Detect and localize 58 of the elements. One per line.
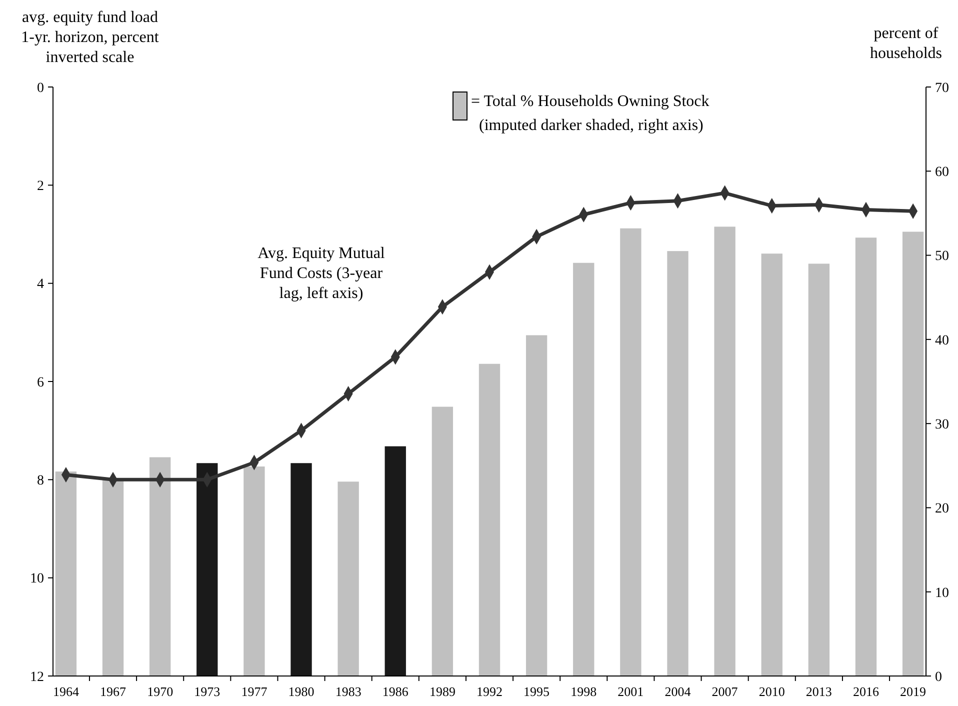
y2-tick-label: 40 [935,333,949,348]
y-tick-label: 8 [37,474,44,489]
bar [620,228,642,676]
y2-tick-label: 50 [935,249,949,264]
bar [761,254,782,676]
y2-tick-label: 20 [935,502,949,517]
y-tick-label: 6 [37,375,44,390]
x-tick-label: 2004 [664,684,692,699]
text: Avg. Equity Mutual Fund Costs (3-year lag, left axis) [258,244,386,302]
y2-tick-label: 10 [935,586,949,601]
bar [902,232,924,676]
x-tick-label: 1989 [429,684,456,699]
x-tick-label: 1977 [241,684,268,699]
bar [478,364,500,676]
x-tick-label: 1967 [100,684,127,699]
y2-tick-label: 70 [935,80,949,96]
bar [573,262,594,676]
x-tick-label: 2001 [618,684,644,699]
y2-axis-title: percent of households [870,25,942,62]
x-tick-label: 1986 [382,684,409,699]
x-tick-label: 2016 [852,684,880,699]
y-tick-label: 2 [37,179,44,194]
bar [149,457,171,676]
y-axis-title: avg. equity fund load 1-yr. horizon, percent inverted scale [21,9,160,66]
y-tick-label: 0 [37,80,44,96]
bar [526,335,548,676]
bar [808,264,830,676]
x-tick-label: 1970 [147,684,174,699]
bar [196,463,218,676]
x-tick-label: 1973 [194,684,220,699]
y2-tick-label: 30 [935,417,949,432]
annotation: (imputed darker shaded, right axis) [479,117,704,134]
bar [244,466,265,676]
legend-label: = Total % Households Owning Stock [471,93,710,110]
bar [338,482,359,676]
x-tick-label: 2013 [806,684,832,699]
bar [384,446,406,676]
y-tick-label: 4 [37,277,44,292]
y-tick-label: 12 [30,670,44,685]
x-tick-label: 1980 [288,684,314,699]
y2-tick-label: 0 [935,670,942,685]
bar [290,463,312,676]
bar [855,238,877,676]
x-tick-label: 2007 [712,684,738,699]
x-tick-label: 2019 [900,684,926,699]
bar [667,251,688,676]
y-tick-label: 10 [30,572,44,587]
x-tick-label: 2010 [758,684,785,699]
bar [102,480,124,676]
x-tick-label: 1964 [52,684,80,699]
bar [714,226,736,676]
x-tick-label: 1992 [476,684,502,699]
y2-tick-label: 60 [935,165,949,180]
x-tick-label: 1998 [570,684,597,699]
bar [55,472,77,676]
x-tick-label: 1995 [524,684,550,699]
x-tick-label: 1983 [335,684,362,699]
bar [432,406,454,676]
